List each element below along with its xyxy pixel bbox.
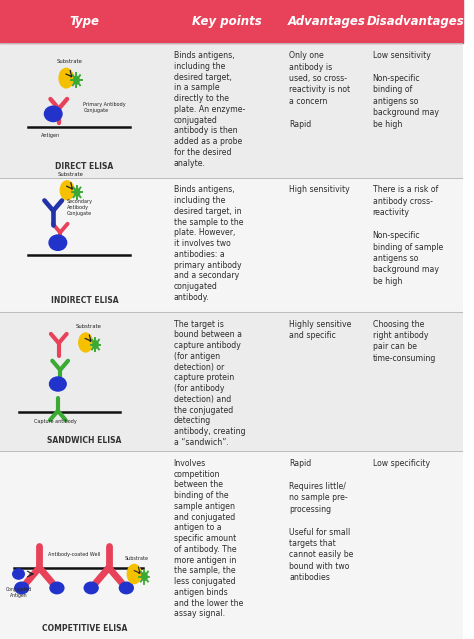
Bar [0, 312, 463, 451]
Circle shape [73, 77, 79, 84]
Ellipse shape [45, 106, 62, 121]
Text: Capture antibody: Capture antibody [34, 419, 77, 424]
Text: Primary Antibody
Conjugate: Primary Antibody Conjugate [83, 102, 126, 113]
Bar [0, 0, 463, 43]
Text: Substrate: Substrate [76, 324, 101, 329]
Text: Binds antigens,
including the
desired target, in
the sample to the
plate. Howeve: Binds antigens, including the desired ta… [173, 185, 243, 302]
Ellipse shape [49, 377, 66, 391]
Text: There is a risk of
antibody cross-
reactivity

Non-specific
binding of sample
an: There is a risk of antibody cross- react… [373, 185, 443, 286]
Circle shape [74, 189, 80, 196]
Text: Type: Type [70, 15, 100, 28]
Bar [0, 178, 463, 312]
Text: INDIRECT ELISA: INDIRECT ELISA [51, 296, 118, 305]
Circle shape [59, 68, 73, 88]
Text: Substrate: Substrate [56, 59, 82, 64]
Text: High sensitivity: High sensitivity [289, 185, 350, 194]
Text: Rapid

Requires little/
no sample pre-
processing

Useful for small
targets that: Rapid Requires little/ no sample pre- pr… [289, 459, 354, 582]
Ellipse shape [84, 582, 98, 594]
Text: The target is
bound between a
capture antibody
(for antigen
detection) or
captur: The target is bound between a capture an… [173, 320, 245, 447]
Ellipse shape [13, 569, 24, 579]
Circle shape [93, 341, 98, 348]
Ellipse shape [49, 235, 67, 250]
Text: Involves
competition
between the
binding of the
sample antigen
and conjugated
an: Involves competition between the binding… [173, 459, 243, 619]
Text: Substrate: Substrate [57, 172, 83, 176]
Text: Substrate: Substrate [125, 556, 148, 561]
Text: Low specificity: Low specificity [373, 459, 429, 468]
Ellipse shape [119, 582, 133, 594]
Text: Key points: Key points [192, 15, 262, 28]
Circle shape [60, 181, 74, 200]
Circle shape [79, 333, 92, 352]
Text: Conjugated
Antigen: Conjugated Antigen [5, 587, 32, 597]
Ellipse shape [50, 582, 64, 594]
Text: Only one
antibody is
used, so cross-
reactivity is not
a concern

Rapid: Only one antibody is used, so cross- rea… [289, 51, 350, 129]
Text: DIRECT ELISA: DIRECT ELISA [55, 162, 114, 171]
Circle shape [127, 564, 141, 583]
Ellipse shape [15, 582, 29, 594]
Text: Antigen: Antigen [41, 133, 61, 138]
Text: Secondary
Antibody
Conjugate: Secondary Antibody Conjugate [67, 199, 93, 216]
Text: Disadvantages: Disadvantages [366, 15, 464, 28]
Bar [0, 43, 463, 178]
Text: Antibody-coated Well: Antibody-coated Well [48, 552, 100, 557]
Bar [0, 451, 463, 639]
Text: COMPETITIVE ELISA: COMPETITIVE ELISA [42, 624, 127, 633]
Text: SANDWICH ELISA: SANDWICH ELISA [47, 436, 122, 445]
Circle shape [142, 573, 147, 580]
Text: Advantages: Advantages [287, 15, 365, 28]
Text: Choosing the
right antibody
pair can be
time-consuming: Choosing the right antibody pair can be … [373, 320, 436, 363]
Text: Highly sensitive
and specific: Highly sensitive and specific [289, 320, 352, 340]
Text: Low sensitivity

Non-specific
binding of
antigens so
background may
be high: Low sensitivity Non-specific binding of … [373, 51, 438, 129]
Text: Binds antigens,
including the
desired target,
in a sample
directly to the
plate.: Binds antigens, including the desired ta… [173, 51, 245, 167]
